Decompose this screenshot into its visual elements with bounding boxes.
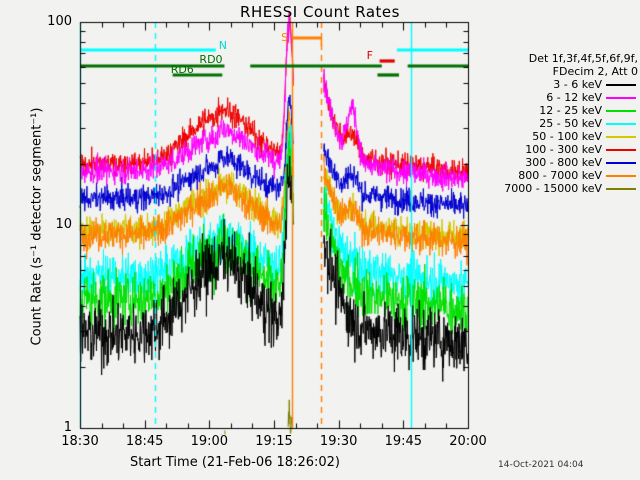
- legend-entry-swatch: [606, 96, 636, 99]
- legend-entry-label: 800 - 7000 keV: [518, 169, 602, 182]
- annotation-label-rd6: RD6: [170, 63, 194, 76]
- chart-title: RHESSI Count Rates: [240, 3, 400, 21]
- x-axis-title: Start Time (21-Feb-06 18:26:02): [130, 455, 340, 470]
- legend-entry-swatch: [606, 135, 636, 138]
- legend-entry-label: 12 - 25 keV: [539, 104, 602, 117]
- legend-entry-label: 25 - 50 keV: [539, 117, 602, 130]
- annotation-label-n: N: [218, 39, 228, 52]
- legend-entry: 100 - 300 keV: [472, 143, 638, 156]
- x-axis-tick-label: 19:30: [319, 434, 358, 449]
- legend-entry: 3 - 6 keV: [472, 78, 638, 91]
- y-axis-tick-label: 100: [47, 14, 72, 29]
- legend-entry-label: 3 - 6 keV: [553, 78, 602, 91]
- x-axis-tick-label: 19:00: [190, 434, 229, 449]
- legend-entry: 50 - 100 keV: [472, 130, 638, 143]
- x-axis-tick-label: 19:15: [255, 434, 293, 449]
- annotation-label-s: S: [281, 31, 289, 44]
- legend-entry-swatch: [606, 174, 636, 177]
- x-axis-tick-label: 18:30: [61, 434, 99, 449]
- legend-header-line: Det 1f,3f,4f,5f,6f,9f,: [528, 52, 638, 65]
- legend-entry: 6 - 12 keV: [472, 91, 638, 104]
- legend-entry-label: 50 - 100 keV: [532, 130, 602, 143]
- legend-entry: 300 - 800 keV: [472, 156, 638, 169]
- x-axis-tick-label: 18:45: [125, 434, 164, 449]
- legend-entry: 7000 - 15000 keV: [472, 182, 638, 195]
- annotation-label-f: F: [366, 49, 373, 62]
- chart-legend: Det 1f,3f,4f,5f,6f,9f, FDecim 2, Att 0 3 …: [472, 52, 640, 195]
- y-axis-tick-label: 10: [55, 217, 72, 232]
- render-timestamp: 14-Oct-2021 04:04: [498, 460, 584, 470]
- legend-entry-label: 300 - 800 keV: [525, 156, 602, 169]
- x-axis-tick-label: 20:00: [449, 434, 487, 449]
- legend-entry-label: 100 - 300 keV: [525, 143, 602, 156]
- legend-entry-swatch: [606, 83, 636, 86]
- y-axis-tick-label: 1: [63, 420, 72, 435]
- legend-entry-swatch: [606, 122, 636, 125]
- legend-entry: 25 - 50 keV: [472, 117, 638, 130]
- legend-entry: 12 - 25 keV: [472, 104, 638, 117]
- legend-entry-swatch: [606, 161, 636, 164]
- legend-entry-swatch: [606, 109, 636, 112]
- legend-entry: 800 - 7000 keV: [472, 169, 638, 182]
- legend-entry-label: 7000 - 15000 keV: [504, 182, 602, 195]
- legend-header-line: FDecim 2, Att 0: [552, 65, 638, 78]
- legend-entry-label: 6 - 12 keV: [546, 91, 602, 104]
- legend-header: Det 1f,3f,4f,5f,6f,9f, FDecim 2, Att 0: [472, 52, 640, 78]
- legend-entries: 3 - 6 keV 6 - 12 keV 12 - 25 keV 25 - 50 ke…: [472, 78, 640, 195]
- legend-entry-swatch: [606, 148, 636, 151]
- annotation-label-rd0: RD0: [199, 53, 223, 66]
- x-axis-tick-label: 19:45: [384, 434, 423, 449]
- legend-entry-swatch: [606, 187, 636, 190]
